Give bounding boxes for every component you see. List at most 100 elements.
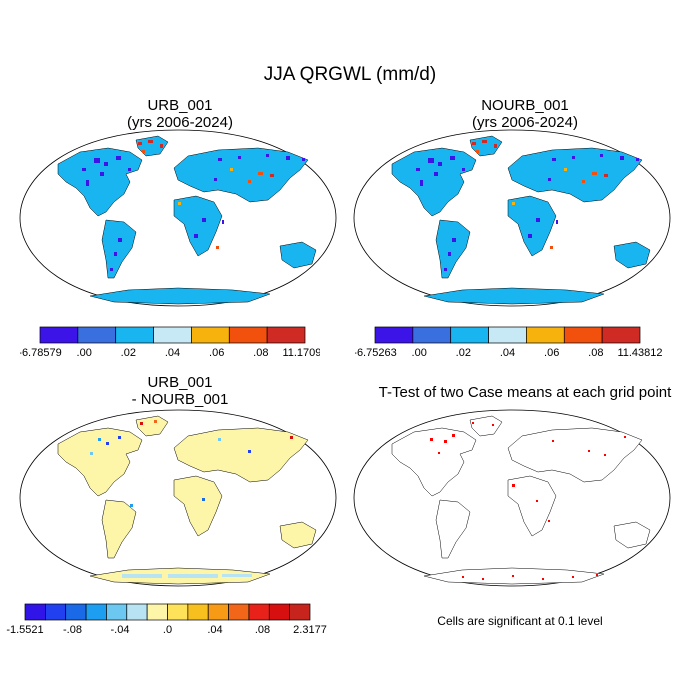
grid-cell bbox=[230, 168, 233, 171]
colorbar-swatch bbox=[187, 603, 209, 621]
land-north-america bbox=[391, 147, 477, 217]
grid-cell bbox=[604, 174, 608, 177]
grid-cell bbox=[114, 252, 117, 256]
grid-cell bbox=[482, 140, 487, 143]
grid-cell bbox=[472, 142, 476, 145]
grid-cell bbox=[266, 154, 269, 157]
panel-4-title: T-Test of two Case means at each grid po… bbox=[355, 384, 695, 401]
colorbar-swatch bbox=[228, 326, 268, 344]
colorbar-swatch bbox=[65, 603, 87, 621]
grid-cell bbox=[552, 440, 554, 442]
grid-cell bbox=[624, 436, 626, 438]
map-ttest bbox=[352, 408, 672, 588]
land-antarctica bbox=[89, 287, 271, 305]
map-nourb bbox=[352, 128, 672, 308]
colorbar-tick-label: 11.17095 bbox=[282, 347, 320, 359]
panel-1-title: URB_001 (yrs 2006-2024) bbox=[30, 97, 330, 131]
grid-cell bbox=[238, 156, 241, 159]
grid-cell bbox=[420, 180, 423, 186]
grid-cell bbox=[130, 504, 133, 507]
colorbar-swatch bbox=[374, 326, 414, 344]
grid-cell bbox=[110, 268, 113, 271]
grid-cell bbox=[512, 575, 514, 577]
grid-cell bbox=[592, 172, 597, 175]
grid-cell bbox=[154, 420, 157, 423]
panel-1-title-line1: URB_001 bbox=[147, 97, 213, 114]
colorbar-swatch bbox=[412, 326, 452, 344]
grid-cell bbox=[194, 234, 198, 238]
colorbar-tick-label: .02 bbox=[456, 347, 471, 359]
grid-cell bbox=[302, 158, 305, 161]
colorbar-swatch bbox=[45, 603, 67, 621]
grid-cell bbox=[290, 436, 293, 439]
map-diff bbox=[18, 408, 338, 588]
land-africa bbox=[507, 195, 557, 257]
land-australia bbox=[613, 521, 651, 549]
map-urb bbox=[18, 128, 338, 308]
grid-cell bbox=[472, 422, 474, 424]
grid-cell bbox=[248, 450, 251, 453]
grid-cell bbox=[450, 156, 455, 160]
land-africa bbox=[173, 475, 223, 537]
land-eurasia bbox=[507, 147, 643, 203]
grid-cell bbox=[270, 174, 274, 177]
grid-cell bbox=[482, 578, 484, 580]
grid-cell bbox=[142, 150, 145, 153]
grid-cell bbox=[106, 442, 109, 445]
colorbar-tick-label: .06 bbox=[544, 347, 559, 359]
panel-3-title-line2: - NOURB_001 bbox=[131, 391, 229, 408]
colorbar-swatch bbox=[207, 603, 229, 621]
grid-cell bbox=[572, 156, 575, 159]
colorbar-swatch bbox=[77, 326, 117, 344]
land-north-america bbox=[57, 427, 143, 497]
map-diff-svg bbox=[19, 409, 337, 587]
grid-cell bbox=[448, 252, 451, 256]
colorbar-tick-label: 2.3177 bbox=[293, 624, 327, 636]
land-north-america bbox=[57, 147, 143, 217]
panel-2-title: NOURB_001 (yrs 2006-2024) bbox=[375, 97, 675, 131]
land-greenland bbox=[469, 415, 503, 437]
colorbar-diff: -1.5521 -.08 -.04 .0 .04 .08 2.3177 bbox=[5, 602, 335, 638]
grid-cell bbox=[596, 574, 598, 576]
grid-cell bbox=[564, 168, 567, 171]
grid-cell bbox=[452, 238, 456, 242]
grid-cell bbox=[444, 440, 447, 443]
map-ttest-svg bbox=[353, 409, 671, 587]
grid-cell bbox=[536, 218, 540, 222]
land-north-america bbox=[391, 427, 477, 497]
grid-cell bbox=[222, 220, 224, 224]
grid-cell bbox=[552, 158, 556, 161]
grid-cell bbox=[218, 438, 221, 441]
grid-cell bbox=[452, 434, 455, 437]
grid-cell bbox=[100, 172, 104, 176]
grid-cell bbox=[556, 220, 558, 224]
colorbar-tick-label: .06 bbox=[209, 347, 224, 359]
panel-1-title-line2: (yrs 2006-2024) bbox=[127, 114, 233, 131]
map-urb-svg bbox=[19, 129, 337, 307]
grid-cell bbox=[548, 520, 550, 522]
grid-cell bbox=[600, 154, 603, 157]
colorbar-swatch bbox=[106, 603, 128, 621]
colorbar-tick-label: .02 bbox=[121, 347, 136, 359]
grid-cell bbox=[138, 142, 142, 145]
grid-cell bbox=[178, 202, 181, 205]
land-greenland bbox=[135, 415, 169, 437]
grid-cell bbox=[216, 246, 219, 249]
colorbar-swatch bbox=[39, 326, 79, 344]
figure-title: JJA QRGWL (mm/d) bbox=[263, 64, 437, 85]
colorbar-swatch bbox=[146, 603, 168, 621]
ttest-note: Cells are significant at 0.1 level bbox=[437, 614, 603, 628]
grid-cell bbox=[494, 144, 497, 148]
grid-cell bbox=[536, 500, 538, 502]
panel-3-title-line1: URB_001 bbox=[147, 374, 213, 391]
grid-cell bbox=[476, 150, 479, 153]
map-nourb-svg bbox=[353, 129, 671, 307]
grid-cell bbox=[528, 234, 532, 238]
colorbar-urb: -6.78579 .00 .02 .04 .06 .08 11.17095 bbox=[20, 325, 320, 361]
colorbar-swatch bbox=[115, 326, 154, 344]
land-south-america bbox=[435, 219, 471, 279]
land-antarctica bbox=[423, 287, 605, 305]
grid-cell bbox=[82, 168, 86, 171]
grid-cell bbox=[104, 162, 108, 166]
land-eurasia bbox=[173, 427, 309, 483]
